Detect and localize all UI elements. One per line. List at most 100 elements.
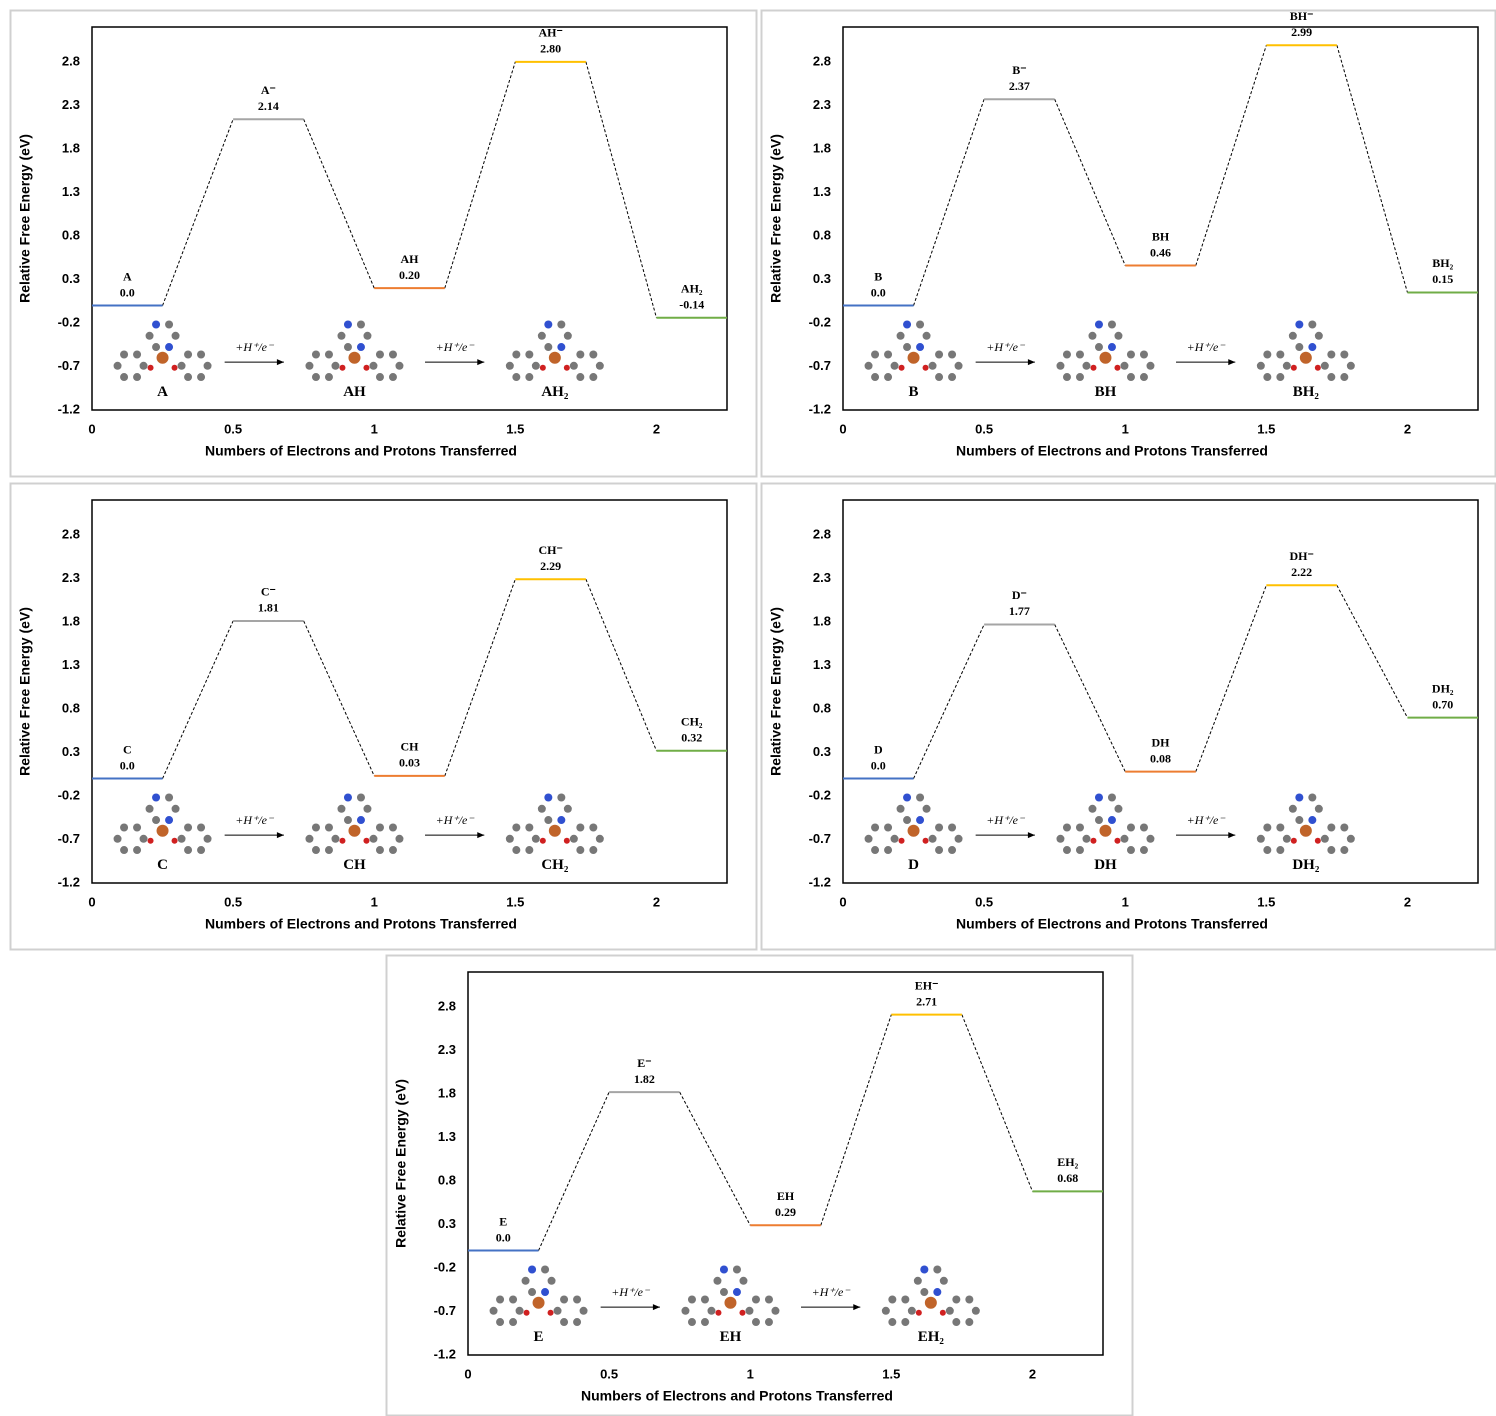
atom — [929, 362, 937, 370]
y-tick-label: 2.8 — [62, 53, 80, 68]
y-tick-label: 0.8 — [813, 700, 831, 715]
atom — [1276, 373, 1284, 381]
atom — [739, 1310, 745, 1316]
x-tick-label: 1.5 — [1257, 894, 1275, 909]
y-tick-label: -0.2 — [809, 314, 831, 329]
atom — [369, 362, 377, 370]
atom — [720, 1266, 728, 1274]
x-tick-label: 0.5 — [600, 1366, 618, 1381]
atom — [344, 321, 352, 329]
panel-frame — [11, 11, 757, 477]
atom — [1056, 362, 1064, 370]
atom — [948, 351, 956, 359]
atom — [541, 1288, 549, 1296]
atom — [576, 351, 584, 359]
atom — [901, 1296, 909, 1304]
metal-atom — [1300, 352, 1312, 364]
atom — [152, 794, 160, 802]
value-label: 1.81 — [258, 601, 279, 615]
atom — [1308, 321, 1316, 329]
atom — [871, 373, 879, 381]
value-label: 2.14 — [258, 99, 279, 113]
value-label: 0.0 — [120, 285, 135, 299]
atom — [923, 332, 931, 340]
atom — [554, 1307, 562, 1315]
atom — [1340, 373, 1348, 381]
figure: -1.2-0.7-0.20.30.81.31.82.32.800.511.52N… — [0, 0, 1496, 1416]
atom — [884, 846, 892, 854]
atom — [516, 1307, 524, 1315]
value-label: 2.71 — [916, 994, 937, 1008]
atom — [888, 1296, 896, 1304]
y-tick-label: -0.7 — [809, 358, 831, 373]
atom — [948, 846, 956, 854]
y-tick-label: -1.2 — [58, 874, 80, 889]
atom — [496, 1318, 504, 1326]
arrow-head — [277, 359, 284, 365]
y-axis-title: Relative Free Energy (eV) — [393, 1079, 409, 1248]
state-label: C — [123, 742, 132, 756]
atom — [540, 365, 546, 371]
y-tick-label: 1.8 — [813, 613, 831, 628]
atom — [564, 365, 570, 371]
atom — [165, 343, 173, 351]
atom — [916, 794, 924, 802]
structure-label: A — [157, 384, 168, 400]
atom — [357, 816, 365, 824]
structure-label: DH₂ — [1292, 857, 1320, 873]
atom — [935, 351, 943, 359]
metal-atom — [1099, 352, 1111, 364]
atom — [204, 362, 212, 370]
atom — [952, 1318, 960, 1326]
connector — [445, 62, 516, 288]
arrow-label: +H⁺/e⁻ — [986, 340, 1026, 354]
metal-atom — [157, 825, 169, 837]
atom — [589, 351, 597, 359]
value-label: 1.77 — [1009, 604, 1030, 618]
atom — [1283, 835, 1291, 843]
value-label: 2.22 — [1291, 565, 1312, 579]
atom — [576, 373, 584, 381]
atom — [538, 332, 546, 340]
connector — [586, 579, 657, 750]
atom — [1308, 343, 1316, 351]
structure-label: AH — [343, 384, 366, 400]
atom — [940, 1277, 948, 1285]
metal-atom — [925, 1297, 937, 1309]
y-tick-label: 2.3 — [813, 570, 831, 585]
y-tick-label: -0.2 — [809, 787, 831, 802]
y-tick-label: -1.2 — [434, 1346, 456, 1361]
atom — [888, 1318, 896, 1326]
panel-frame — [387, 956, 1133, 1416]
state-label: AH — [401, 252, 420, 266]
y-axis-title: Relative Free Energy (eV) — [768, 607, 784, 776]
y-tick-label: 0.3 — [62, 271, 80, 286]
atom — [120, 351, 128, 359]
y-tick-label: 1.8 — [438, 1085, 456, 1100]
atom — [688, 1318, 696, 1326]
atom — [544, 794, 552, 802]
atom — [512, 373, 520, 381]
atom — [1090, 838, 1096, 844]
atom — [935, 824, 943, 832]
atom — [965, 1296, 973, 1304]
atom — [1063, 351, 1071, 359]
atom — [1291, 365, 1297, 371]
atom — [197, 351, 205, 359]
atom — [389, 351, 397, 359]
atom — [720, 1288, 728, 1296]
atom — [178, 362, 186, 370]
x-tick-label: 1 — [747, 1366, 754, 1381]
value-label: 0.0 — [496, 1230, 511, 1244]
atom — [589, 846, 597, 854]
atom — [1095, 794, 1103, 802]
metal-atom — [348, 825, 360, 837]
atom — [1108, 343, 1116, 351]
structure-label: D — [908, 857, 919, 873]
atom — [573, 1318, 581, 1326]
atom — [525, 351, 533, 359]
value-label: 2.99 — [1291, 25, 1312, 39]
atom — [325, 373, 333, 381]
x-tick-label: 0.5 — [224, 421, 242, 436]
